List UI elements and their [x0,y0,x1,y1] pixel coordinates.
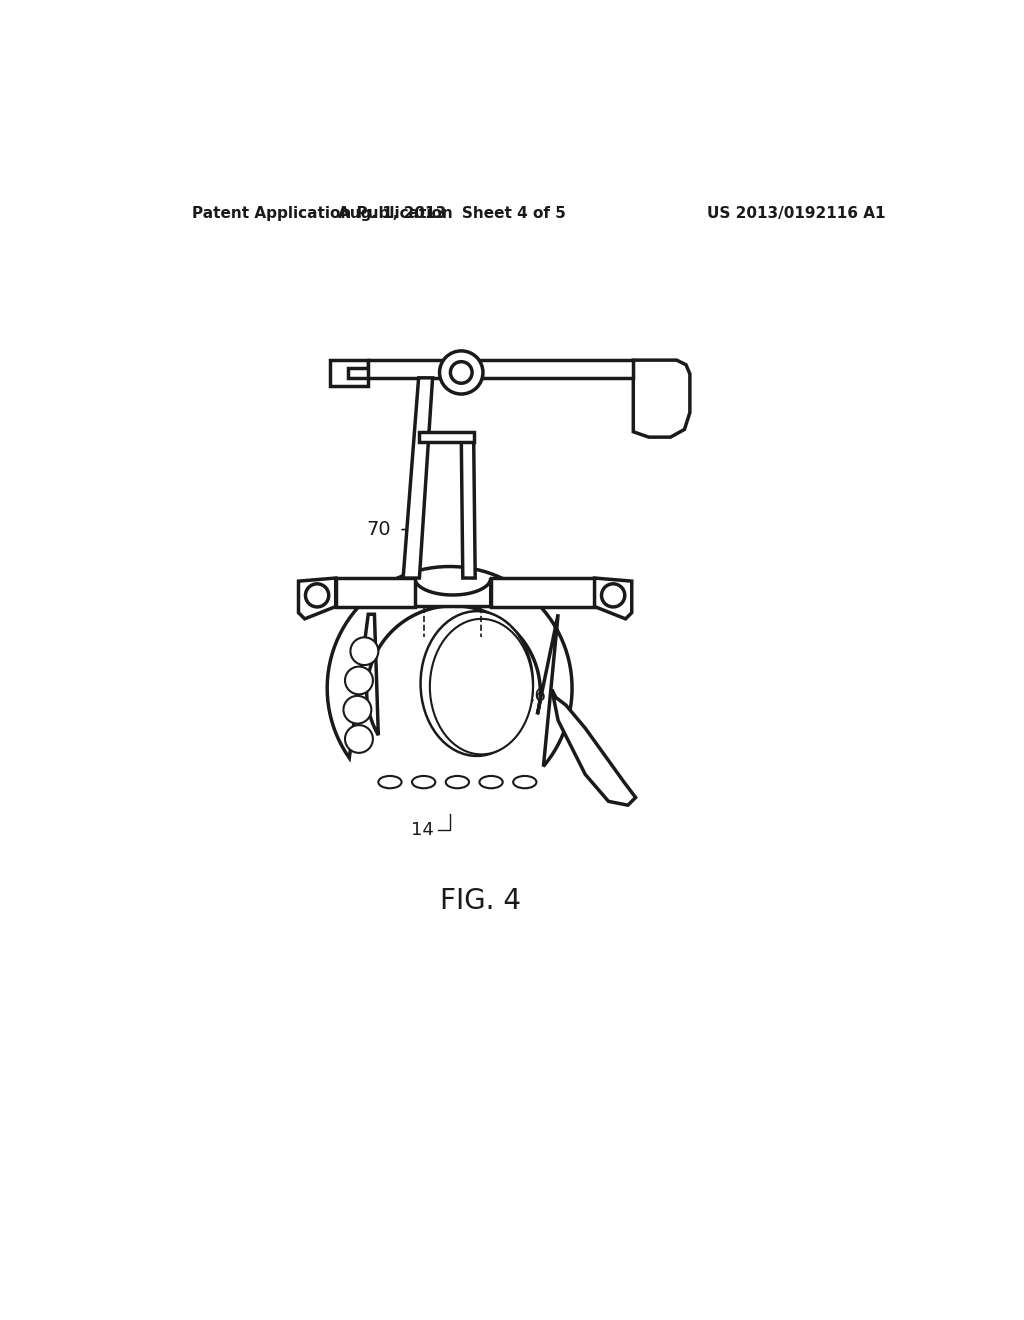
Circle shape [305,583,329,607]
Polygon shape [633,360,690,437]
Circle shape [343,696,372,723]
Polygon shape [330,360,369,385]
Text: Patent Application Publication: Patent Application Publication [191,206,453,222]
Text: US 2013/0192116 A1: US 2013/0192116 A1 [707,206,886,222]
Text: Aug. 1, 2013   Sheet 4 of 5: Aug. 1, 2013 Sheet 4 of 5 [338,206,566,222]
Ellipse shape [479,776,503,788]
Polygon shape [595,578,632,619]
Circle shape [345,725,373,752]
Polygon shape [403,378,432,578]
Text: FIG. 4: FIG. 4 [440,887,521,916]
Polygon shape [415,578,490,607]
Polygon shape [461,436,475,578]
Ellipse shape [421,611,532,756]
Circle shape [350,638,378,665]
Ellipse shape [430,619,532,755]
Ellipse shape [412,776,435,788]
Polygon shape [552,689,636,805]
Ellipse shape [378,776,401,788]
Polygon shape [369,360,633,378]
Circle shape [451,362,472,383]
Polygon shape [420,432,474,442]
Polygon shape [490,578,595,607]
Circle shape [439,351,483,393]
Circle shape [345,667,373,694]
Polygon shape [299,578,336,619]
Ellipse shape [513,776,537,788]
Text: 70: 70 [367,520,391,539]
Polygon shape [328,566,572,767]
Text: 26: 26 [523,686,546,705]
Polygon shape [336,578,415,607]
Circle shape [601,583,625,607]
Ellipse shape [445,776,469,788]
Text: 14: 14 [412,821,434,838]
